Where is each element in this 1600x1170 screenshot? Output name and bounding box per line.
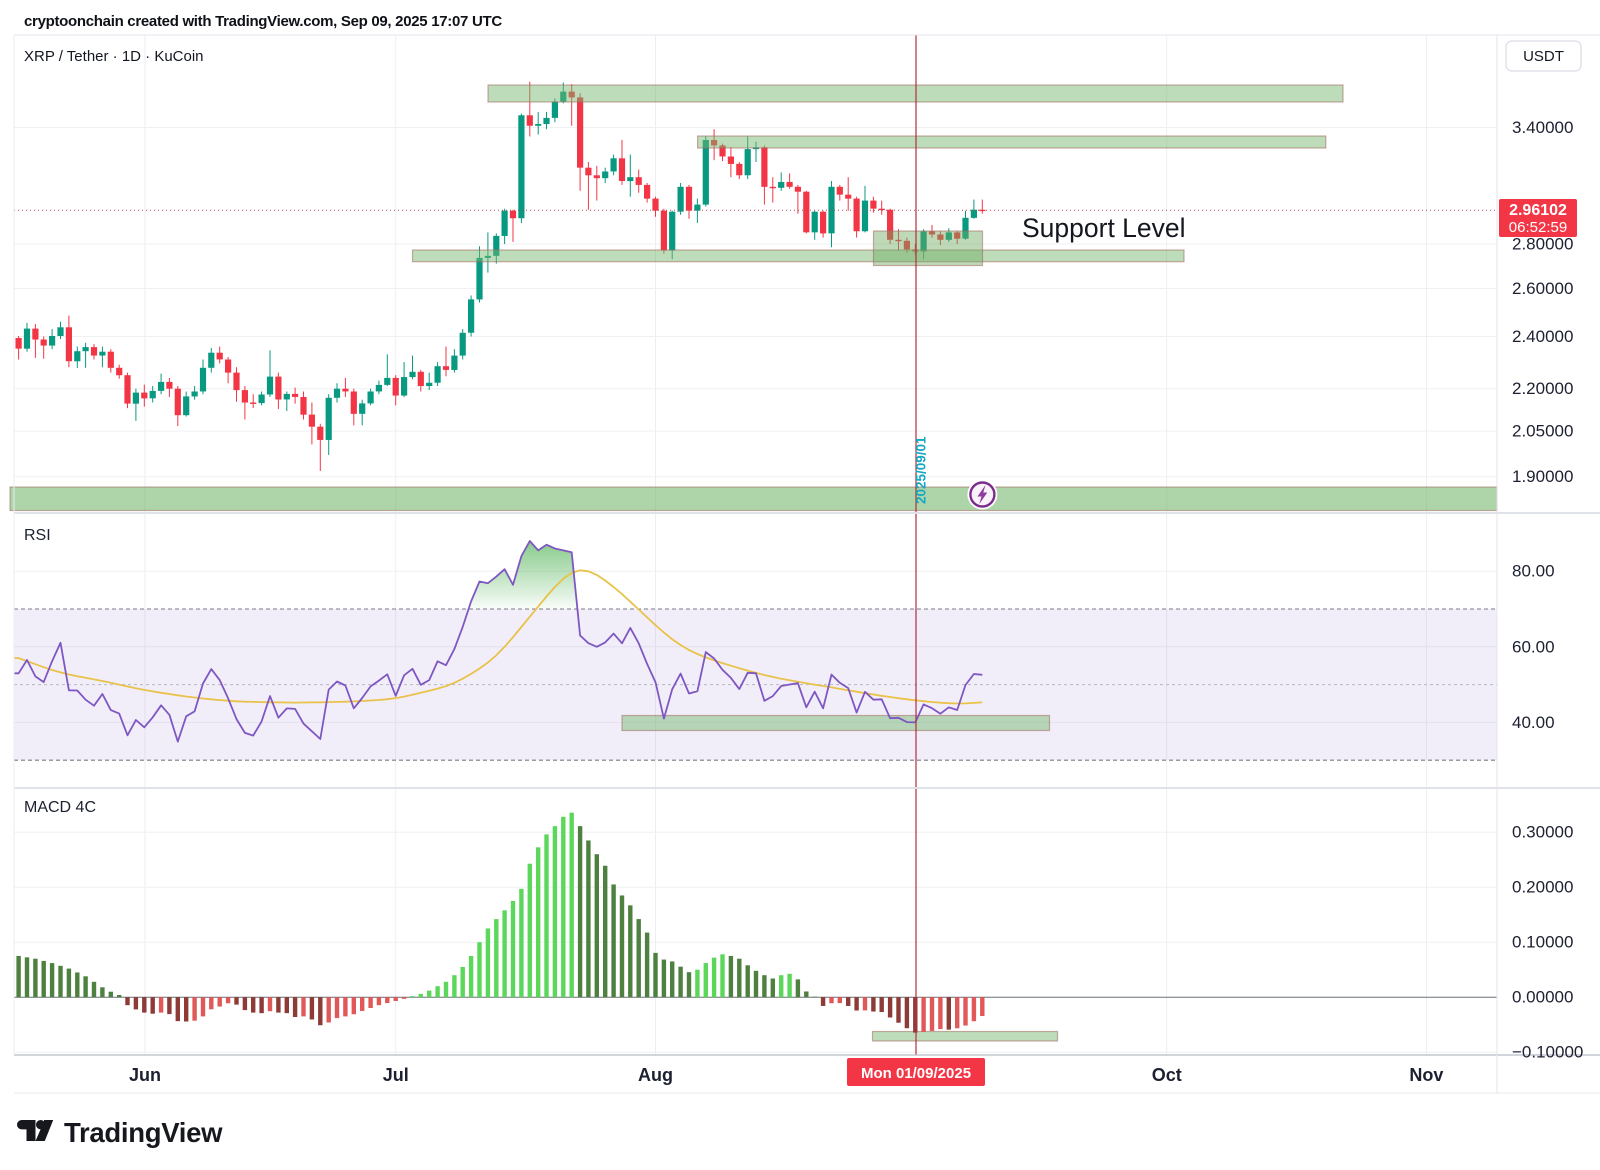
svg-text:06:52:59: 06:52:59: [1509, 219, 1567, 236]
svg-text:0.00000: 0.00000: [1512, 988, 1573, 1007]
svg-text:2.80000: 2.80000: [1512, 235, 1573, 254]
svg-text:2.60000: 2.60000: [1512, 279, 1573, 298]
svg-text:Oct: Oct: [1152, 1065, 1182, 1085]
svg-text:TradingView: TradingView: [64, 1117, 223, 1148]
svg-text:60.00: 60.00: [1512, 637, 1555, 656]
svg-text:RSI: RSI: [24, 527, 51, 544]
svg-text:0.20000: 0.20000: [1512, 878, 1573, 897]
svg-text:MACD 4C: MACD 4C: [24, 799, 96, 816]
svg-text:2.96102: 2.96102: [1509, 202, 1567, 219]
svg-text:cryptoonchain created with Tra: cryptoonchain created with TradingView.c…: [24, 13, 502, 30]
svg-text:2.20000: 2.20000: [1512, 379, 1573, 398]
svg-text:1.90000: 1.90000: [1512, 467, 1573, 486]
svg-text:3.40000: 3.40000: [1512, 118, 1573, 137]
svg-text:Support Level: Support Level: [1022, 213, 1186, 243]
svg-text:0.30000: 0.30000: [1512, 823, 1573, 842]
svg-text:USDT: USDT: [1523, 48, 1564, 65]
svg-text:Jul: Jul: [383, 1065, 409, 1085]
svg-text:Jun: Jun: [129, 1065, 161, 1085]
svg-text:Mon 01/09/2025: Mon 01/09/2025: [861, 1065, 971, 1082]
svg-text:−0.10000: −0.10000: [1512, 1043, 1583, 1062]
svg-text:XRP / Tether · 1D · KuCoin: XRP / Tether · 1D · KuCoin: [24, 48, 204, 65]
svg-text:2.40000: 2.40000: [1512, 327, 1573, 346]
svg-text:0.10000: 0.10000: [1512, 933, 1573, 952]
svg-text:2025/09/01: 2025/09/01: [914, 436, 929, 504]
svg-text:80.00: 80.00: [1512, 562, 1555, 581]
svg-text:40.00: 40.00: [1512, 713, 1555, 732]
svg-text:Aug: Aug: [638, 1065, 673, 1085]
svg-text:Nov: Nov: [1409, 1065, 1443, 1085]
svg-text:2.05000: 2.05000: [1512, 422, 1573, 441]
